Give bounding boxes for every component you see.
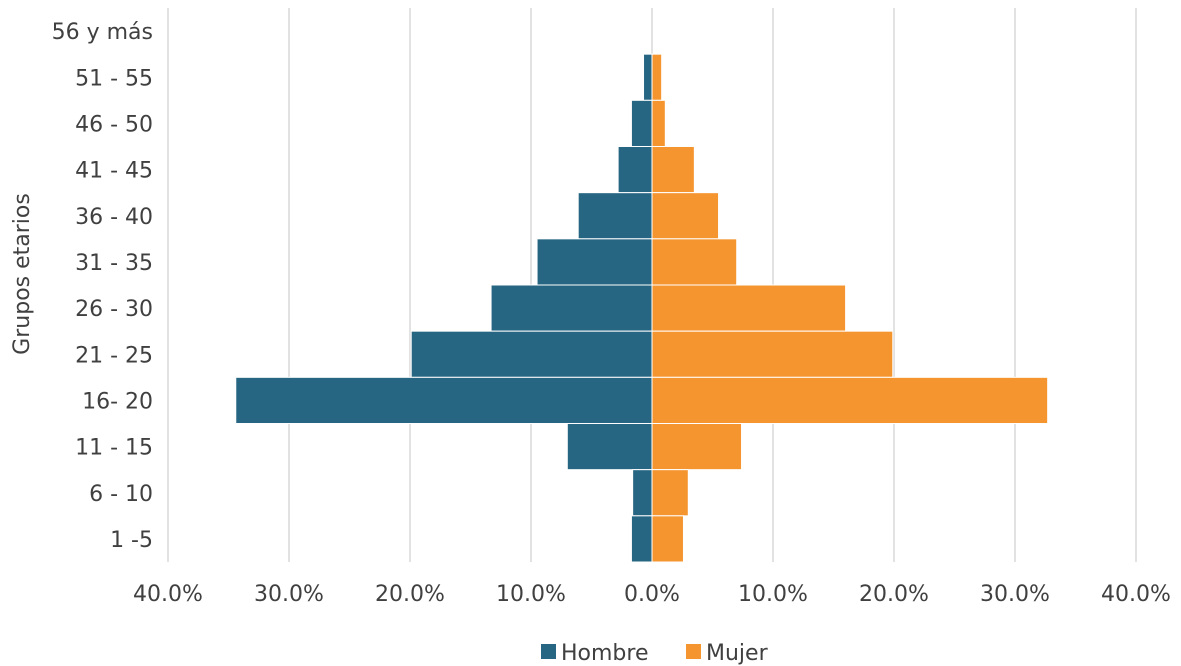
x-tick-label: 10.0% (738, 582, 808, 607)
y-tick-label: 26 - 30 (75, 297, 153, 322)
y-tick-label: 21 - 25 (75, 343, 153, 368)
y-tick-label: 51 - 55 (75, 66, 153, 91)
x-tick-label: 20.0% (375, 582, 445, 607)
y-axis-tick-labels: 56 y más 51 - 55 46 - 50 41 - 45 36 - 40 31 -… (52, 20, 153, 553)
bar-hombre-10 (632, 469, 653, 517)
x-tick-label: 10.0% (496, 582, 566, 607)
x-tick-label: 40.0% (133, 582, 203, 607)
y-tick-label: 11 - 15 (75, 436, 153, 461)
bar-mujer-2 (651, 99, 666, 148)
bar-hombre-8 (235, 376, 653, 425)
bar-mujer-1 (651, 53, 663, 101)
y-tick-label: 16- 20 (82, 389, 153, 414)
bar-mujer-11 (651, 515, 684, 563)
bar-hombre-7 (410, 330, 653, 378)
bar-mujer-4 (651, 192, 720, 240)
x-tick-label: 30.0% (254, 582, 324, 607)
bar-hombre-4 (577, 192, 653, 240)
bar-mujer-9 (651, 423, 743, 471)
x-tick-label: 20.0% (859, 582, 929, 607)
y-tick-label: 56 y más (52, 20, 153, 45)
legend-swatch-hombre (541, 644, 556, 659)
bar-hombre-1 (643, 53, 653, 101)
y-tick-label: 31 - 35 (75, 251, 153, 276)
bar-mujer-7 (651, 330, 894, 378)
bar-hombre-5 (536, 238, 653, 286)
bar-hombre-11 (630, 515, 653, 563)
bar-hombre-2 (630, 99, 653, 148)
y-tick-label: 1 -5 (110, 528, 153, 553)
y-tick-label: 6 - 10 (89, 482, 153, 507)
x-tick-label: 30.0% (980, 582, 1050, 607)
bar-mujer-5 (651, 238, 738, 286)
y-tick-label: 41 - 45 (75, 159, 153, 184)
x-axis-tick-labels: 40.0% 30.0% 20.0% 10.0% 0.0% 10.0% 20.0% 30.0% 4… (133, 582, 1171, 607)
legend-label-mujer: Mujer (706, 641, 769, 666)
x-tick-label: 40.0% (1101, 582, 1171, 607)
bars (235, 53, 1049, 563)
y-axis-title: Grupos etarios (10, 193, 35, 355)
bar-mujer-8 (651, 376, 1049, 425)
bar-mujer-10 (651, 469, 689, 517)
bar-hombre-9 (566, 423, 653, 471)
bar-mujer-6 (651, 284, 847, 332)
bar-hombre-6 (490, 284, 653, 332)
bar-hombre-3 (617, 146, 653, 194)
legend: Hombre Mujer (541, 641, 769, 666)
bar-mujer-3 (651, 146, 695, 194)
y-tick-label: 46 - 50 (75, 112, 153, 137)
x-tick-label: 0.0% (624, 582, 680, 607)
y-tick-label: 36 - 40 (75, 205, 153, 230)
legend-swatch-mujer (686, 644, 701, 659)
legend-label-hombre: Hombre (561, 641, 649, 666)
